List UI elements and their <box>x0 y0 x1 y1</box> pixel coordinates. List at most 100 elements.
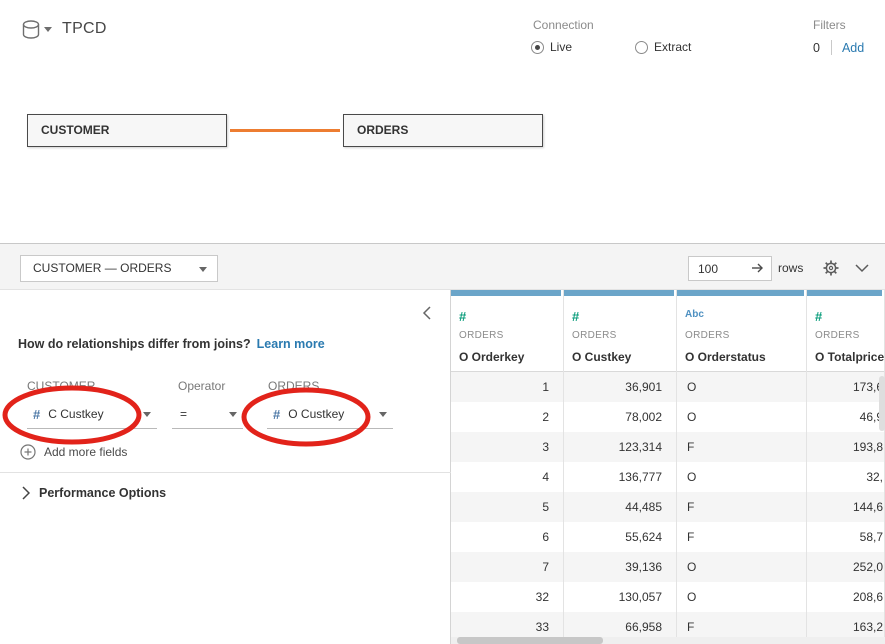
settings-gear-icon[interactable] <box>823 260 839 276</box>
left-field-value: C Custkey <box>48 407 104 421</box>
grid-cell: 78,002 <box>625 410 662 424</box>
column-select-strip[interactable] <box>677 290 804 296</box>
grid-cell: 2 <box>542 410 549 424</box>
grid-cell: 7 <box>451 552 563 582</box>
logical-table-orders[interactable]: ORDERS <box>343 114 543 147</box>
column-field-name: O Totalprice <box>815 350 885 364</box>
add-more-fields-label: Add more fields <box>44 445 128 459</box>
column-header[interactable]: # ORDERS O Custkey <box>564 296 676 372</box>
column-header[interactable]: # ORDERS O Orderkey <box>451 296 563 372</box>
grid-options-chevron-down-icon[interactable] <box>855 264 869 273</box>
grid-cell: 39,136 <box>564 552 676 582</box>
horizontal-scrollbar-thumb[interactable] <box>457 637 603 644</box>
grid-column-totalprice: # ORDERS O Totalprice 173,6 46,9 193,8 3… <box>807 290 885 644</box>
grid-cell: 3 <box>451 432 563 462</box>
grid-cell: 130,057 <box>618 590 662 604</box>
add-more-fields-button[interactable]: Add more fields <box>20 444 127 460</box>
left-field-dropdown[interactable]: # C Custkey <box>27 400 157 429</box>
relationships-question: How do relationships differ from joins? <box>18 337 251 351</box>
column-field-name: O Orderstatus <box>685 350 766 364</box>
column-table-caption: ORDERS <box>572 330 617 341</box>
live-radio[interactable] <box>531 40 544 54</box>
grid-cell: 44,485 <box>564 492 676 522</box>
right-field-value: O Custkey <box>288 407 345 421</box>
grid-toolbar: CUSTOMER — ORDERS rows <box>0 243 885 290</box>
datasource-title: TPCD <box>62 20 107 37</box>
grid-cell: 144,6 <box>807 492 884 522</box>
extract-radio[interactable] <box>635 40 649 54</box>
grid-cell: 46,9 <box>859 410 883 424</box>
grid-cell: 32, <box>866 470 883 484</box>
column-select-strip[interactable] <box>564 290 674 296</box>
rows-label: rows <box>778 261 804 275</box>
logical-table-customer[interactable]: CUSTOMER <box>27 114 227 147</box>
column-header[interactable]: # ORDERS O Totalprice <box>807 296 884 372</box>
column-table-caption: ORDERS <box>815 330 860 341</box>
panel-divider <box>0 472 451 473</box>
relationship-dropdown[interactable]: CUSTOMER — ORDERS <box>20 255 218 282</box>
operator-value: = <box>180 407 188 421</box>
column-select-strip[interactable] <box>451 290 561 296</box>
grid-cell: 123,314 <box>564 432 676 462</box>
grid-cell: F <box>677 492 806 522</box>
row-count-input[interactable] <box>689 257 747 280</box>
grid-column-orderstatus: Abc ORDERS O Orderstatus O O F O F F O O… <box>677 290 807 644</box>
right-table-column-label: ORDERS <box>268 379 320 393</box>
grid-cell: 5 <box>451 492 563 522</box>
grid-column-orderkey: # ORDERS O Orderkey 1 2 3 4 5 6 7 32 33 <box>451 290 564 644</box>
grid-cell: 6 <box>542 530 549 544</box>
right-field-caret-icon <box>379 411 387 417</box>
grid-cell: O <box>677 372 806 402</box>
horizontal-scrollbar-track[interactable] <box>451 637 885 644</box>
database-icon[interactable] <box>21 19 41 41</box>
left-field-caret-icon <box>143 411 151 417</box>
right-field-dropdown[interactable]: # O Custkey <box>267 400 393 429</box>
operator-column-label: Operator <box>178 379 226 393</box>
datasource-menu-caret-icon[interactable] <box>44 27 52 32</box>
data-preview-grid: # ORDERS O Orderkey 1 2 3 4 5 6 7 32 33 … <box>451 290 885 644</box>
learn-more-link[interactable]: Learn more <box>256 337 325 351</box>
grid-cell: F <box>687 530 695 544</box>
number-type-icon: # <box>572 309 580 324</box>
row-count-box <box>688 256 772 281</box>
operator-caret-icon <box>229 411 237 417</box>
grid-cell: 208,6 <box>852 590 883 604</box>
performance-options-label: Performance Options <box>39 486 167 500</box>
filters-add-link[interactable]: Add <box>841 40 865 55</box>
number-type-icon: # <box>459 309 467 324</box>
grid-cell: 252,0 <box>807 552 884 582</box>
grid-cell: 32 <box>535 590 549 604</box>
column-table-caption: ORDERS <box>459 330 504 341</box>
grid-cell: 173,6 <box>807 372 884 402</box>
grid-cell: 4 <box>542 470 549 484</box>
live-radio-label: Live <box>550 40 573 54</box>
column-select-strip[interactable] <box>807 290 882 296</box>
grid-cell: 193,8 <box>807 432 884 462</box>
grid-cell: O <box>687 590 697 604</box>
relationship-dropdown-caret-icon <box>199 267 207 272</box>
plus-circle-icon <box>20 444 36 460</box>
expand-chevron-right-icon <box>22 486 30 500</box>
string-type-icon: Abc <box>685 309 704 320</box>
grid-cell: 136,777 <box>618 470 662 484</box>
number-type-icon: # <box>815 309 823 324</box>
grid-cell: O <box>687 470 697 484</box>
filters-count: 0 <box>813 40 820 55</box>
grid-cell: 36,901 <box>564 372 676 402</box>
operator-dropdown[interactable]: = <box>172 400 243 429</box>
vertical-scrollbar-thumb[interactable] <box>879 376 885 431</box>
relationship-editor-panel: How do relationships differ from joins? L… <box>0 290 451 644</box>
column-header[interactable]: Abc ORDERS O Orderstatus <box>677 296 806 372</box>
grid-column-custkey: # ORDERS O Custkey 36,901 78,002 123,314… <box>564 290 677 644</box>
relationship-dropdown-label: CUSTOMER — ORDERS <box>33 261 172 275</box>
apply-rows-arrow-icon[interactable] <box>751 262 765 274</box>
filters-label: Filters <box>813 18 846 32</box>
connection-label: Connection <box>533 18 594 32</box>
collapse-panel-chevron-left-icon[interactable] <box>422 306 432 320</box>
performance-options-expander[interactable]: Performance Options <box>22 486 166 500</box>
relationship-noodle[interactable] <box>230 129 340 132</box>
grid-cell: 55,624 <box>625 530 662 544</box>
column-field-name: O Orderkey <box>459 350 525 364</box>
left-table-column-label: CUSTOMER <box>27 379 96 393</box>
